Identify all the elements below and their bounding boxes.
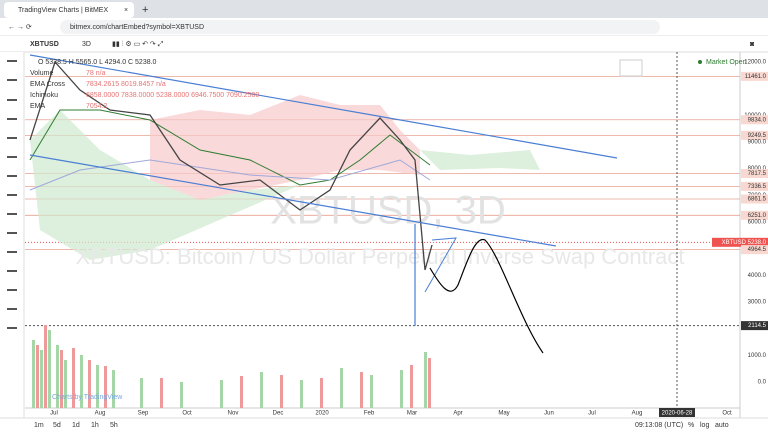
price-label: 9249.5 [748,133,767,139]
trend-line[interactable] [29,154,557,247]
price-label: 9000.0 [748,140,767,146]
time-label: Feb [364,411,375,417]
legend-values: 7834.2615 8019.8457 n/a [86,81,166,88]
ichimoku-cloud [420,150,540,170]
price-label: 11461.0 [745,74,767,80]
bottom-bar [0,418,768,432]
legend-name: Volume [30,70,53,77]
ema-line [29,159,431,191]
auto[interactable]: auto [715,422,729,429]
price-label: 6861.5 [748,197,767,203]
trend-line[interactable] [29,54,618,159]
time-label: Sep [138,411,149,417]
legend-name: EMA Cross [30,81,66,88]
watermark-symbol: XBTUSD, 3D [270,189,506,233]
level-badge [741,181,768,191]
level-badge [741,169,768,179]
ichimoku-cloud [150,95,420,200]
camera[interactable]: ◙ [750,41,754,48]
legend-values: 78 n/a [86,70,106,77]
range-button[interactable]: 1d [72,422,80,429]
url: bitmex.com/chartEmbed?symbol=XBTUSD [70,24,204,31]
level-badge [741,245,768,255]
range-button[interactable]: 5h [110,422,118,429]
legend-name: Ichimoku [30,92,58,99]
time-label: 2020 [315,411,329,417]
tab[interactable] [4,2,134,18]
legend-values: 6858.0000 7838.0000 5238.0000 6946.7500 … [86,92,259,99]
clock: 09:13:08 (UTC) [635,422,683,429]
ema-line [29,109,431,186]
time-label: Apr [453,411,462,417]
level-badge [741,194,768,204]
time-label: Mar [407,411,417,417]
tool-icons[interactable] [7,60,17,329]
status-dot [698,60,702,64]
price-label: 9834.0 [748,117,767,123]
level-badge [741,115,768,125]
symbol[interactable]: XBTUSD [30,41,59,48]
price-label: 7817.5 [748,171,767,177]
triangle[interactable] [424,237,457,293]
cursor-badge [741,321,768,331]
new-tab[interactable]: + [142,4,148,16]
tab-strip [0,0,768,18]
tab-title: TradingView Charts | BitMEX [18,7,108,14]
legend-name: EMA [30,103,46,110]
price-label: 4964.5 [748,247,767,253]
time-label: Aug [95,411,106,417]
price-label: 0.0 [758,380,767,386]
cursor-date-badge [659,408,695,417]
price-label: 6251.0 [748,213,767,219]
price-label: 4000.0 [748,273,767,279]
time-label: Nov [228,411,239,417]
price-label: 12000.0 [744,60,766,66]
time-label: Dec [273,411,284,417]
level-badge [741,210,768,220]
ohlc: O 5338.5 H 5565.0 L 4294.0 C 5238.0 [38,59,157,66]
ichimoku-cloud [30,110,300,260]
log[interactable]: log [700,422,709,429]
chart-toolbar [0,36,768,52]
price-label: 2114.5 [748,323,767,329]
watermark-description: XBTUSD: Bitcoin / US Dollar Perpetual In… [76,244,685,269]
time-label: Jul [50,411,58,417]
level-badge [741,130,768,140]
nav-buttons[interactable]: ← → ⟳ [8,24,32,31]
time-label: 2020-06-28 [662,411,693,417]
time-label: Jun [544,411,554,417]
range-button[interactable]: 5d [53,422,61,429]
price-label: 1000.0 [748,353,767,359]
hand-drawing[interactable] [429,238,544,354]
price-label: 3000.0 [748,300,767,306]
tab-close[interactable]: × [124,7,128,14]
url-field[interactable] [60,20,660,34]
toolbar-icons[interactable]: ▮▮ ⫶ ⚙ ▭ ↶ ↷ ⤢ [112,40,164,48]
drawing-toolbar [0,52,24,418]
level-badge [741,71,768,81]
time-label: Oct [182,411,192,417]
range-button[interactable]: 1h [91,422,99,429]
range-button[interactable]: 1m [34,422,44,429]
interval[interactable]: 3D [82,41,91,48]
time-label: Aug [632,411,643,417]
price-line [29,60,433,271]
price-label: XBTUSD 5238.0 [722,240,767,246]
time-label: Oct [722,411,732,417]
credit: Charts by TradingView [52,394,123,401]
current-badge [712,237,768,247]
legend-values: 7054.2 [86,103,108,110]
price-label: 7336.5 [748,184,767,190]
price-label: 6000.0 [748,220,767,226]
percent[interactable]: % [688,422,694,429]
market-status: Market Open [706,59,747,66]
time-label: Jul [588,411,596,417]
widget-button[interactable] [619,59,643,77]
time-label: May [498,411,509,417]
